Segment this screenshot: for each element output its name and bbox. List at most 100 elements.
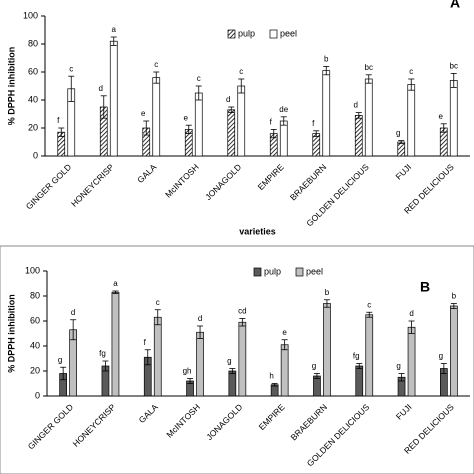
x-tick-label: HONEYCRISP <box>69 162 116 209</box>
bar <box>194 92 203 157</box>
error-bar <box>68 75 75 102</box>
significance-letter: e <box>282 328 287 337</box>
significance-letter: g <box>396 362 400 371</box>
bar <box>354 115 363 157</box>
error-bar <box>229 368 236 374</box>
bar <box>238 321 247 397</box>
significance-letter: d <box>71 308 75 317</box>
x-tick-label: JONAGOLD <box>203 162 243 202</box>
bar <box>227 109 236 157</box>
error-bar <box>323 299 330 308</box>
legend-label: pulp <box>238 28 255 38</box>
significance-letter: f <box>57 116 60 125</box>
bar <box>237 85 246 157</box>
error-bar <box>313 373 320 379</box>
x-tick-label: FUJI <box>394 402 414 422</box>
x-tick-label: GALA <box>135 162 158 185</box>
significance-letter: d <box>198 314 202 323</box>
x-tick-label: McINTOSH <box>164 402 202 440</box>
legend-swatch <box>253 267 262 277</box>
y-tick-label: 60 <box>28 66 38 76</box>
significance-letter: e <box>439 112 444 121</box>
significance-letter: g <box>396 129 400 138</box>
significance-letter: d <box>99 84 103 93</box>
bar <box>109 40 118 157</box>
significance-letter: e <box>184 113 189 122</box>
y-tick-label: 100 <box>23 10 38 20</box>
legend-label: peel <box>280 28 297 38</box>
significance-letter: c <box>156 298 160 307</box>
bar <box>449 80 458 157</box>
bar <box>397 141 406 157</box>
x-tick-label: BRAEBURN <box>288 162 328 202</box>
error-bar <box>440 363 447 374</box>
error-bar <box>154 309 161 326</box>
significance-letter: f <box>144 338 147 347</box>
significance-letter: c <box>154 60 158 69</box>
error-bar <box>450 303 457 309</box>
error-bar <box>281 339 288 351</box>
x-axis-title: varieties <box>239 226 276 236</box>
x-tick-label: JONAGOLD <box>204 402 244 442</box>
error-bar <box>450 73 457 88</box>
error-bar <box>228 106 235 113</box>
y-axis-title: % DPPH inhibition <box>6 294 16 373</box>
error-bar <box>365 74 372 84</box>
bar <box>364 78 373 157</box>
bar <box>279 120 288 157</box>
bar <box>111 291 120 397</box>
y-tick-label: 100 <box>25 265 40 275</box>
legend-label: peel <box>306 266 323 276</box>
bar <box>270 384 279 397</box>
bar <box>407 326 416 397</box>
y-tick-label: 40 <box>30 340 40 350</box>
bar <box>312 133 321 157</box>
bar <box>355 365 364 397</box>
error-bar <box>313 130 320 137</box>
bar <box>152 77 161 157</box>
significance-letter: b <box>324 55 329 64</box>
error-bar <box>355 112 362 119</box>
error-bar <box>112 290 119 294</box>
significance-letter: g <box>227 357 231 366</box>
significance-letter: d <box>226 95 230 104</box>
significance-letter: g <box>312 362 316 371</box>
significance-letter: a <box>112 25 117 34</box>
x-tick-label: HONEYCRISP <box>71 402 118 449</box>
significance-letter: g <box>439 352 443 361</box>
y-tick-label: 0 <box>33 150 38 160</box>
x-tick-label: EMPIRE <box>257 402 287 432</box>
significance-letter: b <box>452 292 457 301</box>
x-tick-label: GINGER GOLD <box>24 162 73 211</box>
error-bar <box>356 363 363 369</box>
x-tick-label: EMPIRE <box>256 162 286 192</box>
x-tick-label: BRAEBURN <box>288 402 328 442</box>
significance-letter: gh <box>183 367 192 376</box>
significance-letter: f <box>270 118 273 127</box>
bar <box>280 344 289 397</box>
x-tick-label: GALA <box>137 402 160 425</box>
bar <box>322 70 331 157</box>
significance-letter: c <box>367 300 371 309</box>
significance-letter: f <box>312 119 315 128</box>
error-bar <box>398 140 405 144</box>
error-bar <box>366 311 373 318</box>
significance-letter: d <box>354 101 358 110</box>
bar <box>228 370 237 397</box>
significance-letter: g <box>58 355 62 364</box>
significance-letter: e <box>141 109 146 118</box>
x-tick-label: GINGER GOLD <box>26 402 75 451</box>
error-bar <box>60 366 67 381</box>
error-bar <box>270 128 277 139</box>
error-bar <box>58 127 65 137</box>
legend-label: pulp <box>264 266 281 276</box>
error-bar <box>143 120 150 136</box>
error-bar <box>408 78 415 91</box>
legend-swatch <box>227 29 236 39</box>
significance-letter: b <box>325 288 330 297</box>
significance-letter: d <box>409 309 413 318</box>
y-tick-label: 0 <box>35 390 40 400</box>
error-bar <box>271 383 278 387</box>
y-tick-label: 60 <box>30 315 40 325</box>
